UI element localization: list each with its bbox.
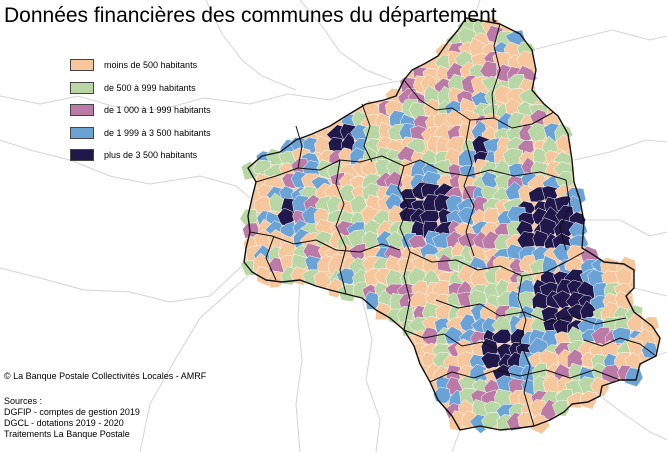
legend-swatch [70,81,94,94]
legend-swatch [70,104,94,117]
legend-label: de 1 999 à 3 500 habitants [104,127,211,138]
legend-item: moins de 500 habitants [70,54,211,77]
source-line: Traitements La Banque Postale [4,429,130,439]
legend-item: de 1 999 à 3 500 habitants [70,122,211,145]
map-title: Données financières des communes du dépa… [4,4,497,27]
legend: moins de 500 habitants de 500 à 999 habi… [70,54,211,167]
legend-item: de 500 à 999 habitants [70,77,211,100]
legend-item: plus de 3 500 habitants [70,144,211,167]
canton-borders [249,23,657,427]
legend-swatch [70,126,94,139]
sources-block: Sources : DGFIP - comptes de gestion 201… [4,396,140,440]
legend-label: plus de 3 500 habitants [104,150,198,161]
commune-polygons [239,16,660,435]
legend-item: de 1 000 à 1 999 habitants [70,99,211,122]
source-line: DGCL - dotations 2019 - 2020 [4,418,124,428]
department-outline [243,17,661,431]
sources-heading: Sources : [4,396,43,406]
legend-swatch [70,59,94,72]
source-line: DGFIP - comptes de gestion 2019 [4,407,140,417]
legend-label: moins de 500 habitants [104,60,198,71]
legend-label: de 1 000 à 1 999 habitants [104,105,211,116]
legend-swatch [70,149,94,162]
copyright-notice: © La Banque Postale Collectivités Locale… [4,371,207,381]
legend-label: de 500 à 999 habitants [104,82,196,93]
